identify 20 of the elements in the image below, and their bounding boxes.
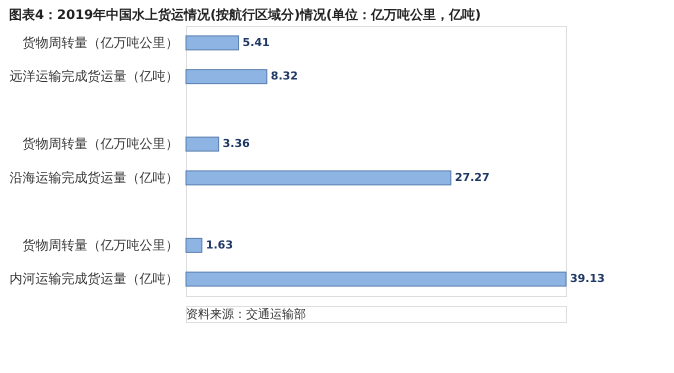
bar <box>186 35 240 50</box>
y-tick-label: 货物周转量（亿万吨公里） <box>22 137 178 152</box>
bar <box>186 238 202 253</box>
bar <box>186 170 452 186</box>
bar <box>186 272 566 287</box>
y-tick-label: 远洋运输完成货运量（亿吨） <box>10 68 178 85</box>
text: 资料来源：交通运输部 <box>186 307 306 321</box>
data-label: 27.27 <box>454 170 490 184</box>
data-label: 39.13 <box>570 272 605 286</box>
data-label: 1.63 <box>206 238 233 252</box>
y-tick-label: 沿海运输完成货运量（亿吨） <box>10 170 178 186</box>
bar <box>186 136 220 152</box>
y-tick-label: 货物周转量（亿万吨公里） <box>22 36 178 51</box>
y-tick-label: 货物周转量（亿万吨公里） <box>22 238 178 254</box>
data-label: 5.41 <box>242 36 270 49</box>
bar <box>186 69 268 84</box>
data-label: 8.32 <box>270 70 298 83</box>
chart-title: 图表4：2019年中国水上货运情况(按航行区域分)情况(单位：亿万吨公里，亿吨) <box>9 7 481 23</box>
y-tick-label: 内河运输完成货运量（亿吨） <box>10 271 178 288</box>
data-label: 3.36 <box>222 137 250 150</box>
